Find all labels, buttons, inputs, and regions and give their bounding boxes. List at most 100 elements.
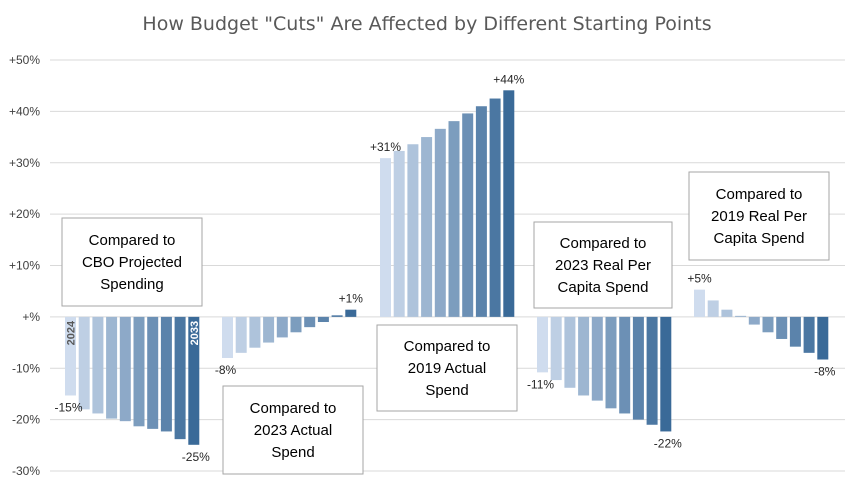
y-tick-label: -20% — [12, 413, 40, 427]
bar — [721, 309, 733, 317]
data-label: -11% — [527, 377, 554, 391]
bar — [407, 144, 419, 317]
annotation-text: Compared to — [716, 186, 803, 203]
bar — [133, 316, 145, 427]
bar — [174, 316, 186, 440]
bar — [263, 316, 275, 343]
bar — [591, 316, 603, 401]
annotation-text: 2019 Actual — [408, 360, 486, 377]
annotation-text: Spending — [100, 276, 163, 293]
y-tick-label: -10% — [12, 361, 40, 375]
bar — [393, 150, 405, 317]
bar-group — [694, 289, 829, 360]
bar — [421, 137, 433, 317]
data-label: -8% — [215, 363, 237, 377]
bar — [222, 316, 233, 358]
annotation-text: 2023 Real Per — [555, 257, 651, 274]
annotation-box-frame — [688, 171, 830, 261]
bar — [276, 316, 288, 338]
bar — [694, 289, 705, 317]
y-axis-tick-labels: +50% +40% +30% +20% +10% +% -10% -20% -30% — [9, 53, 40, 478]
bar — [65, 316, 76, 396]
chart-title: How Budget "Cuts" Are Affected by Differ… — [142, 13, 711, 35]
bar — [489, 98, 501, 317]
bar — [537, 316, 548, 373]
bar — [803, 316, 815, 353]
annotation-text: 2019 Real Per — [711, 208, 807, 225]
y-tick-label: +40% — [9, 104, 40, 118]
bar-group — [65, 316, 200, 445]
data-label: +1% — [339, 292, 364, 306]
data-label: -25% — [182, 450, 210, 464]
data-label: -8% — [814, 365, 836, 379]
annotation-text: 2023 Actual — [254, 422, 332, 439]
annotation-text: Compared to — [250, 400, 337, 417]
bar — [290, 316, 302, 333]
annotation-box: Compared to 2019 Real Per Capita Spend — [688, 171, 830, 261]
annotation-box-frame — [61, 217, 203, 307]
y-tick-label: +10% — [9, 259, 40, 273]
bar — [106, 316, 118, 419]
bar — [380, 158, 391, 317]
bar — [707, 300, 719, 317]
bar — [434, 128, 446, 317]
y-tick-label: +50% — [9, 53, 40, 67]
bars — [65, 90, 829, 445]
annotation-box-frame — [222, 385, 364, 475]
bar — [160, 316, 172, 432]
y-tick-label: +30% — [9, 156, 40, 170]
bar — [188, 316, 200, 445]
annotation-text: Compared to — [89, 232, 176, 249]
bar-group — [537, 316, 672, 432]
annotation-box: Compared to CBO Projected Spending — [61, 217, 203, 307]
bar — [462, 113, 474, 317]
y-tick-label: -30% — [12, 464, 40, 478]
bar — [345, 309, 357, 317]
bar — [78, 316, 90, 410]
annotation-text: Compared to — [560, 235, 647, 252]
data-label: +5% — [687, 272, 712, 286]
annotation-box: Compared to 2019 Actual Spend — [376, 324, 518, 412]
bar — [762, 316, 774, 333]
bar-group — [222, 309, 357, 358]
annotation-text: CBO Projected — [82, 254, 182, 271]
annotation-text: Spend — [271, 444, 314, 461]
bar — [646, 316, 658, 425]
bar — [119, 316, 131, 422]
bar — [92, 316, 104, 414]
bar — [660, 316, 672, 432]
bar — [475, 106, 487, 317]
bar — [735, 315, 747, 317]
start-year-label: 2024 — [66, 320, 78, 345]
annotation-text: Capita Spend — [558, 279, 649, 296]
data-label: -22% — [654, 436, 682, 450]
bar — [331, 315, 343, 317]
bar — [619, 316, 631, 414]
annotation-box-frame — [376, 324, 518, 412]
annotation-text: Spend — [425, 382, 468, 399]
data-label: +44% — [493, 72, 524, 86]
bar — [789, 316, 801, 347]
data-label: -15% — [54, 400, 82, 414]
annotation-text: Capita Spend — [714, 230, 805, 247]
end-year-label: 2033 — [189, 321, 201, 345]
bar — [578, 316, 590, 396]
y-tick-label: +% — [22, 310, 40, 324]
bar — [235, 316, 247, 353]
annotation-box-frame — [533, 221, 673, 309]
bar — [147, 316, 159, 429]
bar — [776, 316, 788, 339]
bar — [448, 121, 460, 317]
bar — [817, 316, 829, 360]
data-labels: -15% -25% 2024 2033 -8% +1% +31% +44% -11% -22% +5… — [54, 72, 835, 463]
bar — [632, 316, 644, 420]
annotation-box: Compared to 2023 Actual Spend — [222, 385, 364, 475]
bar — [304, 316, 316, 328]
bar — [317, 316, 329, 323]
bar — [748, 316, 760, 325]
bar — [605, 316, 617, 409]
annotation-text: Compared to — [404, 338, 491, 355]
bar — [564, 316, 576, 388]
